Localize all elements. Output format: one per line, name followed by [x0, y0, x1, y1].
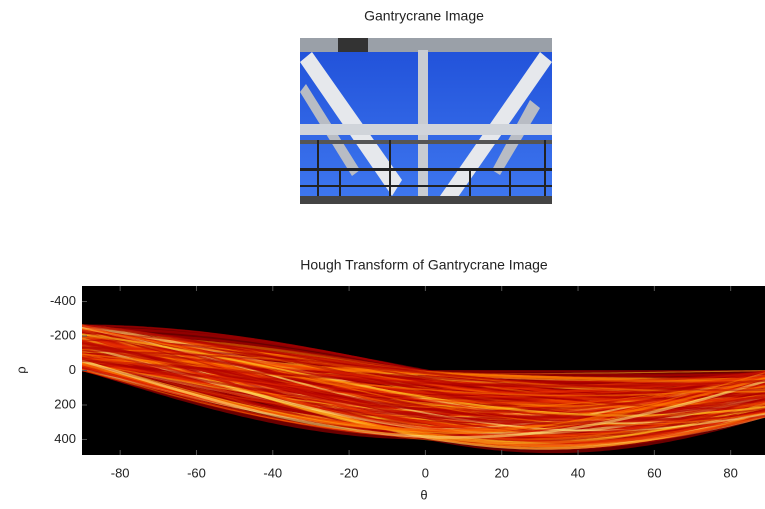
y-tick-label: 400	[54, 431, 76, 446]
vote-trace	[82, 359, 765, 439]
x-tick-label: 80	[723, 465, 737, 480]
x-tick-label: -20	[340, 465, 359, 480]
x-tick-label: -40	[263, 465, 282, 480]
y-tick-label: 0	[69, 362, 76, 377]
hough-accumulator	[82, 324, 765, 454]
gantry-image	[300, 38, 552, 204]
vote-trace	[82, 353, 765, 397]
vote-trace	[82, 362, 765, 409]
vote-trace	[82, 327, 765, 426]
vote-trace	[82, 333, 765, 417]
y-axis-label: ρ	[13, 366, 28, 373]
vote-trace	[82, 368, 765, 435]
x-tick-label: -80	[111, 465, 130, 480]
x-tick-label: 0	[422, 465, 429, 480]
x-tick-label: 20	[494, 465, 508, 480]
x-tick-label: -60	[187, 465, 206, 480]
vote-trace	[82, 332, 765, 423]
image-title: Gantrycrane Image	[364, 8, 484, 24]
vote-trace	[82, 355, 765, 404]
chart-title: Hough Transform of Gantrycrane Image	[300, 257, 548, 273]
vote-trace	[82, 331, 765, 433]
y-tick-label: -400	[50, 293, 76, 308]
vote-trace	[82, 350, 765, 392]
vote-trace	[82, 359, 765, 388]
y-tick-label: 200	[54, 396, 76, 411]
x-tick-label: 60	[647, 465, 661, 480]
y-tick-label: -200	[50, 327, 76, 342]
vote-trace	[82, 324, 765, 444]
x-tick-label: 40	[571, 465, 585, 480]
x-axis-label: θ	[420, 487, 427, 502]
